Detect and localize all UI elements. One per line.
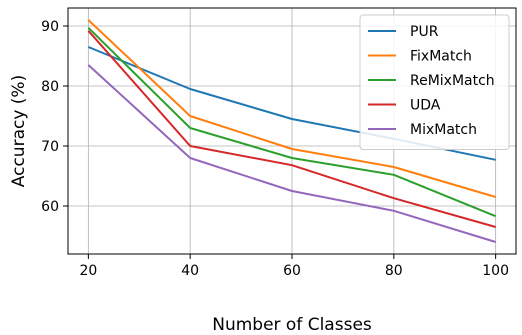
y-axis-label: Accuracy (%) (9, 75, 29, 187)
series-line-uda (87, 30, 496, 228)
x-tick-label: 20 (79, 263, 97, 279)
legend-label-mixmatch: MixMatch (410, 122, 477, 138)
ticks: 20 40 60 80 100 60 70 80 90 (41, 19, 509, 279)
y-tick-label: 60 (41, 199, 59, 215)
y-tick-label: 80 (41, 79, 59, 95)
x-tick-label: 80 (385, 263, 403, 279)
series-line-mixmatch (87, 64, 496, 243)
legend-label-remixmatch: ReMixMatch (410, 73, 495, 89)
x-tick-label: 100 (482, 263, 509, 279)
legend-label-fixmatch: FixMatch (410, 49, 472, 65)
legend-box (359, 14, 510, 150)
series-line-fixmatch (87, 19, 496, 198)
y-tick-label: 70 (41, 139, 59, 155)
series-line-remixmatch (87, 27, 497, 218)
legend: PUR FixMatch ReMixMatch UDA MixMatch (359, 14, 510, 150)
legend-label-uda: UDA (410, 98, 441, 114)
legend-label-pur: PUR (410, 24, 439, 40)
y-tick-label: 90 (41, 19, 59, 35)
x-axis-label: Number of Classes (212, 315, 372, 335)
x-tick-label: 60 (283, 263, 301, 279)
x-tick-label: 40 (181, 263, 199, 279)
